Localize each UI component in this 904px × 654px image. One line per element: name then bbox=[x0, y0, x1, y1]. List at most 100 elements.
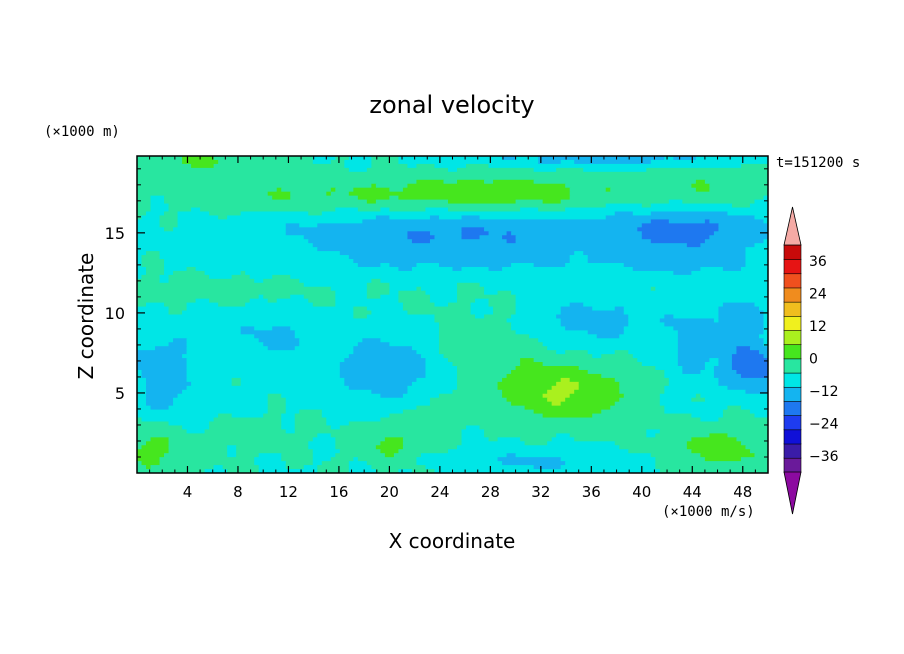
field-cell bbox=[137, 453, 165, 458]
field-cell bbox=[677, 342, 765, 347]
field-cell bbox=[362, 219, 652, 224]
field-cell bbox=[457, 381, 499, 387]
field-cell bbox=[745, 389, 768, 395]
field-cell bbox=[763, 219, 768, 224]
field-cell bbox=[542, 362, 643, 367]
field-cell bbox=[722, 413, 756, 419]
field-cell bbox=[186, 429, 206, 434]
field-cell bbox=[339, 449, 381, 454]
field-cell bbox=[569, 255, 589, 260]
field-cell bbox=[330, 187, 336, 193]
field-cell bbox=[578, 381, 620, 387]
field-cell bbox=[533, 409, 602, 415]
field-cell bbox=[457, 282, 481, 288]
field-cell bbox=[533, 262, 566, 268]
field-cell bbox=[650, 159, 768, 165]
field-cell bbox=[605, 215, 756, 220]
field-cell bbox=[727, 405, 742, 411]
x-tick-label: 48 bbox=[733, 483, 752, 501]
field-cell bbox=[186, 338, 260, 343]
field-cell bbox=[731, 362, 768, 367]
field-cell bbox=[137, 318, 436, 324]
field-cell bbox=[574, 159, 652, 165]
field-cell bbox=[317, 469, 350, 473]
field-cell bbox=[411, 381, 458, 387]
field-cell bbox=[704, 457, 742, 462]
field-cell bbox=[407, 163, 418, 169]
colorbar-band bbox=[783, 429, 802, 445]
field-cell bbox=[366, 314, 436, 320]
field-cell bbox=[709, 358, 720, 363]
field-cell bbox=[137, 266, 147, 272]
field-cell bbox=[137, 259, 143, 264]
field-cell bbox=[357, 262, 381, 268]
field-cell bbox=[389, 342, 440, 347]
field-cell bbox=[686, 445, 747, 450]
field-cell bbox=[267, 298, 278, 304]
field-cell bbox=[664, 373, 715, 379]
field-cell bbox=[641, 203, 652, 209]
field-cell bbox=[290, 195, 359, 201]
field-cell bbox=[137, 469, 206, 473]
field-cell bbox=[191, 207, 201, 213]
field-cell bbox=[736, 369, 768, 375]
field-cell bbox=[249, 274, 273, 280]
field-cell bbox=[429, 239, 508, 244]
field-cell bbox=[186, 369, 341, 375]
field-cell bbox=[587, 255, 747, 260]
field-cell bbox=[344, 381, 413, 387]
colorbar-band bbox=[783, 372, 802, 388]
field-cell bbox=[164, 227, 174, 232]
field-cell bbox=[371, 465, 427, 470]
field-cell bbox=[650, 203, 733, 209]
field-cell bbox=[267, 409, 287, 415]
field-cell bbox=[263, 278, 300, 284]
field-cell bbox=[754, 302, 768, 308]
field-cell bbox=[398, 298, 431, 304]
field-cell bbox=[583, 167, 647, 173]
field-cell bbox=[326, 417, 381, 423]
colorbar-band bbox=[783, 315, 802, 331]
field-cell bbox=[664, 314, 674, 320]
field-cell bbox=[137, 199, 152, 205]
field-cell bbox=[420, 286, 458, 292]
field-cell bbox=[231, 413, 264, 419]
field-cell bbox=[218, 302, 246, 308]
field-cell bbox=[164, 266, 188, 272]
field-cell bbox=[565, 326, 625, 331]
field-cell bbox=[348, 354, 422, 359]
field-cell bbox=[713, 231, 768, 236]
field-cell bbox=[686, 243, 701, 248]
field-cell bbox=[182, 425, 210, 431]
field-cell bbox=[407, 310, 472, 316]
field-cell bbox=[506, 231, 512, 236]
field-cell bbox=[461, 231, 490, 236]
field-cell bbox=[137, 187, 278, 193]
field-cell bbox=[240, 326, 255, 331]
field-cell bbox=[457, 290, 485, 296]
field-cell bbox=[380, 338, 440, 343]
field-cell bbox=[691, 183, 711, 189]
field-cell bbox=[146, 270, 165, 276]
field-cell bbox=[137, 251, 147, 256]
field-cell bbox=[632, 266, 701, 272]
field-cell bbox=[380, 294, 400, 300]
field-cell bbox=[240, 270, 246, 276]
field-cell bbox=[348, 469, 377, 473]
field-cell bbox=[312, 457, 332, 462]
field-cell bbox=[137, 362, 188, 367]
field-cell bbox=[402, 302, 436, 308]
field-cell bbox=[240, 330, 296, 335]
field-cell bbox=[357, 457, 418, 462]
field-cell bbox=[389, 413, 544, 419]
field-cell bbox=[137, 310, 170, 316]
field-cell bbox=[353, 306, 368, 312]
field-cell bbox=[294, 346, 354, 351]
field-cell bbox=[538, 156, 665, 161]
field-cell bbox=[137, 179, 418, 185]
field-cell bbox=[438, 342, 544, 347]
field-cell bbox=[515, 453, 652, 458]
field-cell bbox=[263, 413, 282, 419]
field-cell bbox=[425, 358, 449, 363]
field-cell bbox=[713, 373, 742, 379]
